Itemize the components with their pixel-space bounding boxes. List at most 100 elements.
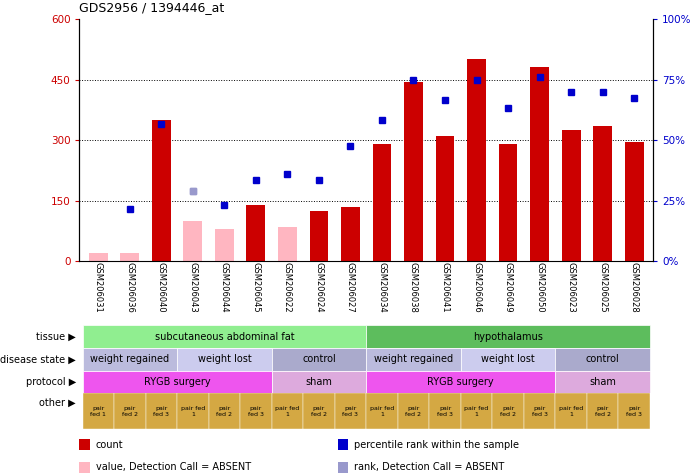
Bar	[120, 253, 140, 261]
Bar	[429, 393, 461, 429]
Bar	[492, 393, 524, 429]
Text: pair fed
1: pair fed 1	[559, 406, 583, 417]
Bar	[114, 393, 146, 429]
Text: GSM206027: GSM206027	[346, 263, 355, 313]
Text: RYGB surgery: RYGB surgery	[428, 377, 494, 387]
Bar	[337, 439, 348, 450]
Bar	[83, 371, 272, 393]
Text: control: control	[586, 354, 619, 365]
Text: pair
fed 3: pair fed 3	[437, 406, 453, 417]
Bar	[278, 227, 297, 261]
Bar	[366, 393, 398, 429]
Bar	[556, 371, 650, 393]
Bar	[240, 393, 272, 429]
Text: GSM206031: GSM206031	[94, 263, 103, 313]
Text: protocol ▶: protocol ▶	[26, 377, 76, 387]
Text: GDS2956 / 1394446_at: GDS2956 / 1394446_at	[79, 1, 225, 14]
Text: other ▶: other ▶	[39, 397, 76, 407]
Bar	[341, 207, 360, 261]
Bar	[593, 126, 612, 261]
Bar	[556, 348, 650, 371]
Bar	[556, 393, 587, 429]
Bar	[177, 348, 272, 371]
Text: rank, Detection Call = ABSENT: rank, Detection Call = ABSENT	[354, 462, 504, 472]
Text: control: control	[302, 354, 336, 365]
Bar	[79, 462, 90, 473]
Text: pair
fed 3: pair fed 3	[153, 406, 169, 417]
Bar	[83, 393, 114, 429]
Text: pair
fed 3: pair fed 3	[531, 406, 547, 417]
Text: sham: sham	[589, 377, 616, 387]
Text: GSM206028: GSM206028	[630, 263, 638, 313]
Bar	[83, 325, 366, 348]
Text: GSM206034: GSM206034	[377, 263, 386, 313]
Bar	[310, 211, 328, 261]
Bar	[247, 205, 265, 261]
Bar	[146, 393, 177, 429]
Text: pair
fed 1: pair fed 1	[91, 406, 106, 417]
Bar	[366, 325, 650, 348]
Text: hypothalamus: hypothalamus	[473, 331, 543, 342]
Bar	[625, 142, 643, 261]
Bar	[334, 393, 366, 429]
Text: GSM206040: GSM206040	[157, 263, 166, 313]
Text: GSM206049: GSM206049	[504, 263, 513, 313]
Text: tissue ▶: tissue ▶	[36, 331, 76, 342]
Bar	[461, 348, 556, 371]
Text: GSM206024: GSM206024	[314, 263, 323, 313]
Text: weight regained: weight regained	[374, 354, 453, 365]
Bar	[398, 393, 429, 429]
Bar	[79, 439, 90, 450]
Bar	[435, 136, 455, 261]
Text: pair
fed 2: pair fed 2	[311, 406, 327, 417]
Bar	[303, 393, 334, 429]
Text: percentile rank within the sample: percentile rank within the sample	[354, 440, 519, 450]
Text: pair fed
1: pair fed 1	[370, 406, 394, 417]
Text: pair
fed 2: pair fed 2	[216, 406, 232, 417]
Text: GSM206025: GSM206025	[598, 263, 607, 313]
Bar	[587, 393, 618, 429]
Bar	[499, 144, 518, 261]
Text: GSM206041: GSM206041	[440, 263, 450, 313]
Text: GSM206036: GSM206036	[125, 263, 134, 313]
Text: count: count	[95, 440, 123, 450]
Bar	[530, 67, 549, 261]
Bar	[372, 144, 391, 261]
Text: pair
fed 2: pair fed 2	[594, 406, 611, 417]
Text: pair fed
1: pair fed 1	[464, 406, 489, 417]
Bar	[152, 120, 171, 261]
Text: pair
fed 2: pair fed 2	[406, 406, 422, 417]
Bar	[183, 221, 202, 261]
Text: pair
fed 3: pair fed 3	[343, 406, 359, 417]
Text: GSM206046: GSM206046	[472, 263, 481, 313]
Text: pair
fed 2: pair fed 2	[122, 406, 138, 417]
Text: GSM206045: GSM206045	[252, 263, 261, 313]
Text: weight lost: weight lost	[481, 354, 535, 365]
Bar	[215, 229, 234, 261]
Text: GSM206022: GSM206022	[283, 263, 292, 313]
Text: pair fed
1: pair fed 1	[181, 406, 205, 417]
Bar	[467, 59, 486, 261]
Text: pair
fed 2: pair fed 2	[500, 406, 516, 417]
Text: weight lost: weight lost	[198, 354, 252, 365]
Text: sham: sham	[305, 377, 332, 387]
Text: pair fed
1: pair fed 1	[275, 406, 300, 417]
Text: GSM206023: GSM206023	[567, 263, 576, 313]
Text: GSM206043: GSM206043	[189, 263, 198, 313]
Bar	[366, 348, 461, 371]
Text: pair
fed 3: pair fed 3	[248, 406, 264, 417]
Text: subcutaneous abdominal fat: subcutaneous abdominal fat	[155, 331, 294, 342]
Text: value, Detection Call = ABSENT: value, Detection Call = ABSENT	[95, 462, 251, 472]
Bar	[618, 393, 650, 429]
Text: GSM206044: GSM206044	[220, 263, 229, 313]
Bar	[272, 371, 366, 393]
Bar	[83, 348, 177, 371]
Bar	[177, 393, 209, 429]
Bar	[404, 82, 423, 261]
Text: GSM206038: GSM206038	[409, 263, 418, 313]
Bar	[562, 130, 580, 261]
Text: pair
fed 3: pair fed 3	[626, 406, 642, 417]
Bar	[337, 462, 348, 473]
Text: disease state ▶: disease state ▶	[0, 354, 76, 365]
Bar	[89, 253, 108, 261]
